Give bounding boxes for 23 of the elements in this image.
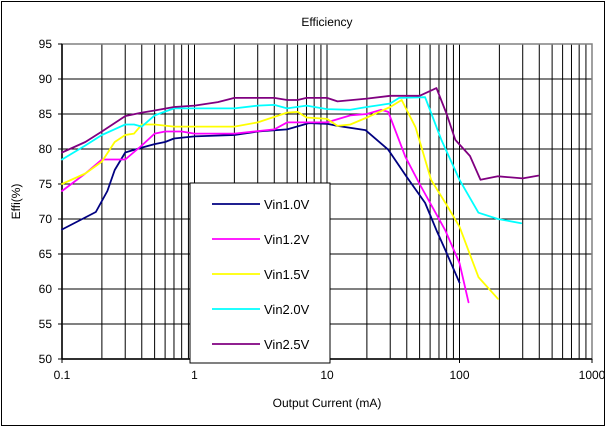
y-tick-label: 70 bbox=[38, 212, 52, 226]
legend-label: Vin1.5V bbox=[264, 267, 310, 282]
legend-label: Vin2.5V bbox=[264, 337, 310, 352]
x-tick-label: 0.1 bbox=[54, 368, 71, 382]
x-tick-label: 1000 bbox=[578, 368, 606, 382]
legend-label: Vin1.2V bbox=[264, 232, 310, 247]
legend-label: Vin1.0V bbox=[264, 197, 310, 212]
x-axis-title: Output Current (mA) bbox=[272, 396, 382, 410]
y-tick-label: 75 bbox=[38, 177, 52, 191]
legend-label: Vin2.0V bbox=[264, 302, 310, 317]
y-tick-label: 60 bbox=[38, 282, 52, 296]
y-tick-label: 55 bbox=[38, 317, 52, 331]
y-tick-label: 50 bbox=[38, 352, 52, 366]
y-tick-label: 90 bbox=[38, 72, 52, 86]
y-tick-label: 80 bbox=[38, 142, 52, 156]
y-axis-title: Effi(%) bbox=[9, 184, 23, 220]
y-tick-label: 85 bbox=[38, 107, 52, 121]
y-tick-label: 65 bbox=[38, 247, 52, 261]
x-tick-label: 10 bbox=[320, 368, 334, 382]
y-tick-label: 95 bbox=[38, 37, 52, 51]
x-tick-label: 1 bbox=[191, 368, 198, 382]
x-tick-label: 100 bbox=[449, 368, 470, 382]
chart-title: Efficiency bbox=[301, 15, 353, 29]
